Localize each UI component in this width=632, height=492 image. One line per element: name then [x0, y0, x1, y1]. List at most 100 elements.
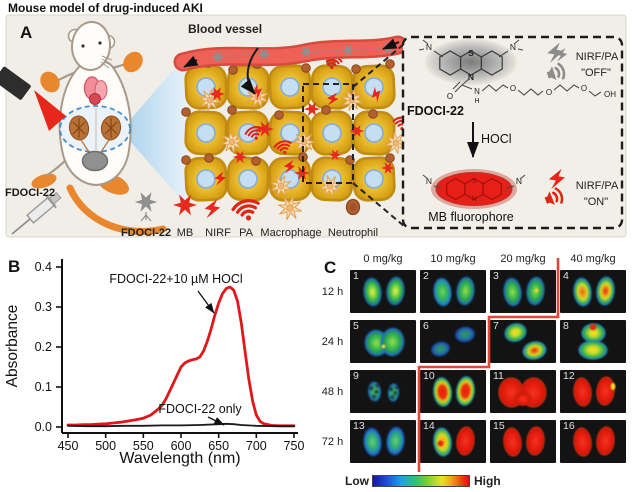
zoom-connector: [352, 182, 405, 227]
figure-title: Mouse model of drug-induced AKI: [8, 1, 203, 15]
image-number: 6: [423, 320, 429, 332]
neutrophil-icon: [385, 153, 395, 163]
y-tick-label: 0.3: [35, 300, 52, 314]
probe-name-label: FDOCI-22: [407, 104, 464, 118]
atom-n-methyl: N: [426, 176, 432, 186]
panel-a-legend: FDOCI-22 MB NIRF PA Macrophage Neutrophi…: [121, 192, 378, 239]
kidney-signal: [452, 324, 478, 345]
image-number: 15: [493, 420, 505, 432]
panel-b-label: B: [8, 257, 20, 276]
off-state-label: "OFF": [581, 67, 611, 79]
time-row-label: 24 h: [321, 335, 344, 348]
atom-o: O: [581, 84, 587, 93]
mouse-head: [70, 21, 112, 71]
zoom-connector: [352, 43, 405, 88]
time-row-label: 12 h: [321, 285, 344, 298]
kidney-signal: [578, 340, 608, 360]
kidney-signal: [386, 381, 401, 404]
kidney-image-cell: 4: [560, 270, 626, 313]
atom-n: N: [474, 87, 480, 96]
neutrophil-icon: [181, 107, 191, 117]
legend-neutrophil-label: Neutrophil: [328, 227, 378, 239]
kidney-signal: [594, 275, 617, 307]
kidney-signal: [454, 375, 477, 407]
kidney-signal: [594, 425, 617, 457]
legend-macrophage-label: Macrophage: [260, 227, 321, 239]
time-row-label: 48 h: [321, 385, 344, 398]
epithelial-cell: [268, 64, 312, 110]
neutrophil-icon: [274, 110, 284, 120]
dose-header: 40 mg/kg: [570, 253, 616, 265]
dose-header: 0 mg/kg: [363, 253, 403, 265]
kidney-image-cell: 10: [420, 370, 486, 413]
kidney-image-cell: 12: [560, 370, 626, 413]
kidney-signal: [501, 320, 530, 346]
signal-hotspot: [534, 288, 539, 293]
image-number: 11: [493, 370, 504, 382]
neutrophil-icon: [181, 155, 191, 165]
y-tick-label: 0.4: [35, 260, 52, 274]
time-row-label: 72 h: [321, 435, 344, 448]
signal-hotspot: [381, 344, 386, 349]
kidney-image-cell: 15: [490, 420, 556, 463]
mb-core: [435, 172, 513, 206]
x-tick-label: 500: [95, 439, 116, 453]
kidney-signal: [594, 375, 617, 407]
epithelial-cell: [184, 110, 228, 156]
intensity-colorbar: [372, 475, 470, 487]
kidney-signal: [384, 425, 407, 457]
kidney-signal: [524, 425, 547, 457]
panel-a-label: A: [20, 23, 32, 42]
atom-o: O: [447, 92, 453, 101]
x-tick-label: 650: [208, 439, 229, 453]
kidney-image-cell: 16: [560, 420, 626, 463]
image-number: 8: [563, 320, 569, 332]
neutrophil-icon: [368, 109, 378, 119]
on-signal-label: NIRF/PA: [576, 180, 619, 192]
mouse-illustration: [31, 21, 167, 235]
kidney-image-cell: 5: [350, 320, 416, 363]
mouse-left-paw: [40, 71, 60, 93]
kidney-signal: [454, 275, 477, 307]
off-signal-label: NIRF/PA: [576, 51, 619, 63]
annotation-arrow: [207, 416, 225, 426]
kidney-signal: [454, 425, 477, 457]
blood-vessel: [173, 35, 408, 72]
kidney-signal: [431, 276, 454, 308]
panel-a-schematic: A: [0, 14, 627, 239]
mouse-whiskers: [100, 55, 113, 69]
atom-n-methyl: N: [516, 176, 522, 186]
kidney-signal: [366, 379, 383, 404]
panel-c-imaging-grid: C Low High 0 mg/kg 10 mg/kg 20 mg/kg 40 mg/…: [318, 250, 632, 492]
atom-n: N: [468, 72, 474, 82]
laser-device: [0, 66, 66, 131]
injection-label: FDOCI-22: [5, 187, 55, 199]
product-name-label: MB fluorophore: [428, 210, 514, 224]
panel-b-spectrum-chart: B 450 500 550 600 650 700 750 0.0 0.1 0.2 0.3 0.4 F…: [4, 257, 305, 467]
chart-ticks: 450 500 550 600 650 700 750 0.0 0.1 0.2 0.3 0.4: [35, 260, 305, 453]
image-number: 12: [563, 370, 575, 382]
chart-axes: [61, 259, 298, 434]
kidney-image-cell: 11: [490, 370, 556, 413]
kidney-image-cell: 14: [420, 420, 486, 463]
flow-arrow: [382, 38, 400, 50]
y-axis-label: Absorbance: [4, 305, 21, 388]
atom-h: H: [474, 98, 479, 105]
panel-c-label: C: [324, 258, 337, 277]
kidney-signal: [384, 275, 407, 307]
trigger-label: HOCl: [481, 132, 512, 146]
mouse-tail: [66, 184, 167, 235]
series-curve-0: [66, 285, 296, 428]
kidney-signal: [514, 392, 532, 406]
image-number: 2: [423, 270, 429, 282]
image-number: 13: [353, 420, 365, 432]
image-number: 5: [353, 320, 359, 332]
mechanism-box: S N N N O N H O O O OH FDOCI-22 NIRF/PA …: [401, 35, 624, 230]
kidney-signal: [428, 338, 453, 360]
kidney-image-cell: 6: [420, 320, 486, 363]
atom-o: O: [546, 88, 552, 97]
neutrophil-icon: [345, 198, 361, 216]
kidney-signal: [501, 276, 524, 308]
atom-o: O: [510, 84, 516, 93]
image-number: 16: [563, 420, 575, 432]
